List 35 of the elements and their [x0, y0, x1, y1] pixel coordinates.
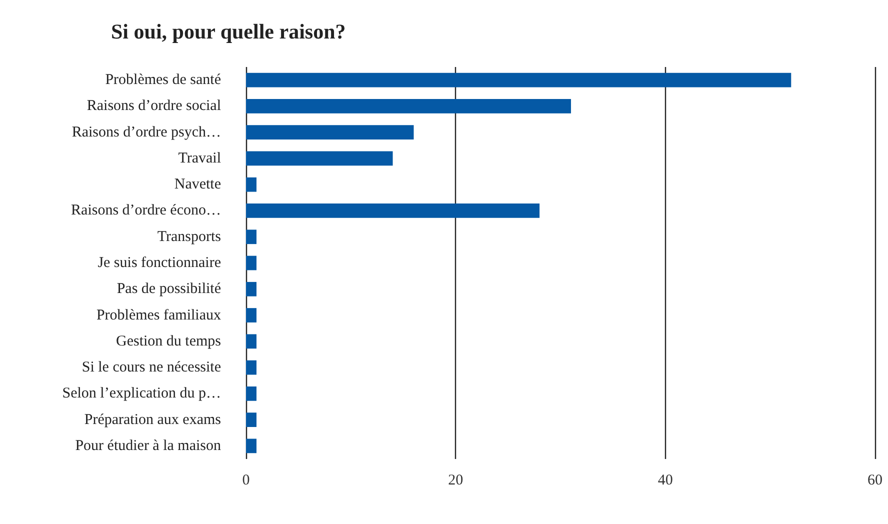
bar [246, 151, 393, 166]
y-tick-label: Préparation aux exams [84, 412, 222, 428]
y-tick-label: Problèmes de santé [105, 72, 222, 88]
x-tick-label: 20 [448, 472, 464, 488]
y-tick-label: Travail [178, 150, 221, 166]
bar [246, 412, 256, 427]
bar [246, 99, 571, 114]
y-tick-label: Transports [157, 228, 222, 245]
bar [246, 282, 256, 296]
y-tick-label: Gestion du temps [116, 333, 222, 350]
bar [246, 360, 256, 375]
y-tick-label: Navette [174, 176, 222, 193]
bar [246, 72, 792, 88]
chart-title: Si oui, pour quelle raison? [111, 20, 346, 44]
y-tick-label: Pour étudier à la maison [75, 438, 222, 454]
y-tick-label: Problèmes familiaux [96, 307, 222, 324]
x-tick-label: 0 [242, 472, 250, 488]
y-tick-label: Raisons d’ordre psych… [72, 124, 221, 140]
bar [246, 256, 256, 270]
bar [246, 177, 256, 192]
y-tick-label: Si le cours ne nécessite [82, 360, 222, 376]
x-tick-label: 60 [868, 472, 882, 488]
x-tick-label: 40 [658, 472, 673, 488]
bar [246, 386, 256, 401]
bar [246, 204, 540, 218]
y-tick-label: Selon l’explication du p… [62, 386, 221, 402]
bar [246, 334, 256, 349]
y-tick-label: Je suis fonctionnaire [98, 255, 222, 271]
bar [246, 438, 256, 454]
bar [246, 230, 256, 244]
y-tick-label: Raisons d’ordre social [86, 98, 221, 114]
bar [246, 125, 414, 140]
y-tick-label: Raisons d’ordre écono… [71, 202, 221, 219]
y-tick-label: Pas de possibilité [116, 281, 222, 298]
bar [246, 308, 256, 322]
